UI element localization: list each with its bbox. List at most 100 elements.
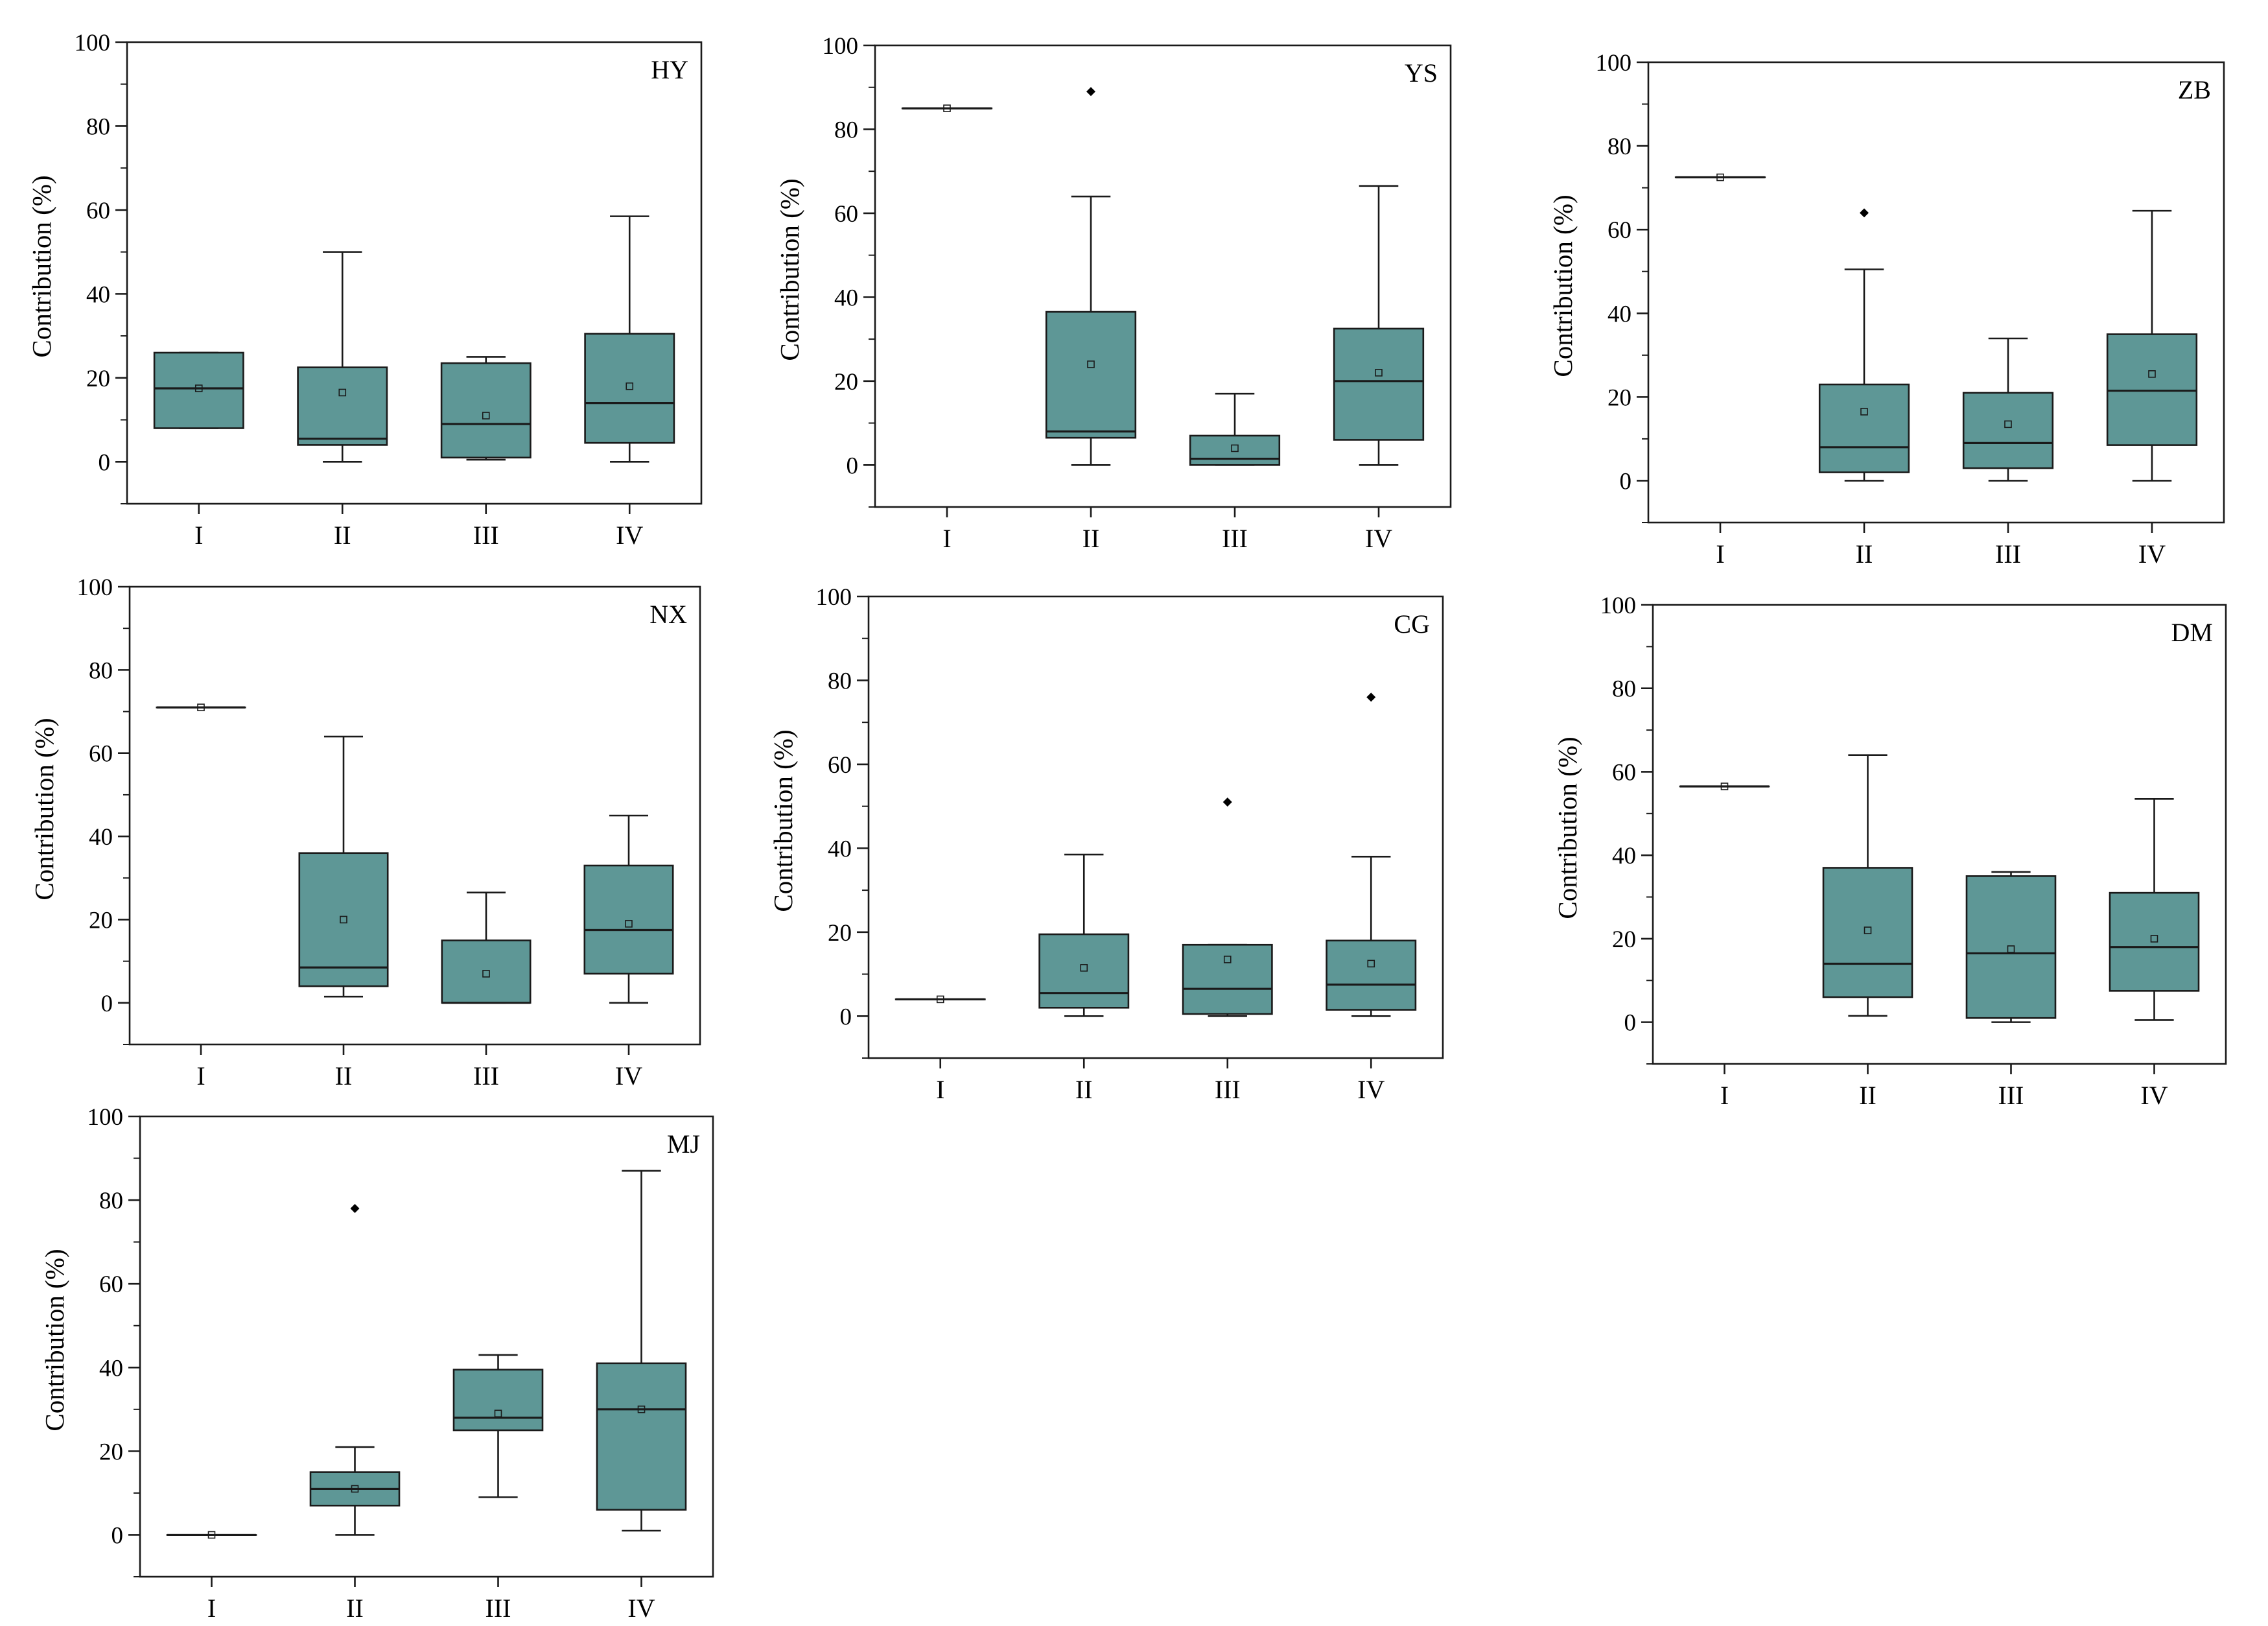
box-iii xyxy=(441,891,532,1004)
plot-frame xyxy=(139,1115,714,1578)
x-tick-label: II xyxy=(335,1061,353,1090)
y-tick-label: 80 xyxy=(1612,676,1636,703)
y-axis-label: Contribution (%) xyxy=(27,175,56,357)
y-tick-label: 60 xyxy=(1607,217,1631,244)
box-i xyxy=(1674,173,1766,182)
x-tick-label: I xyxy=(942,524,951,553)
panel-title: HY xyxy=(651,55,688,84)
y-tick-label: 80 xyxy=(834,117,858,143)
y-tick-label: 100 xyxy=(77,574,113,601)
iqr-box xyxy=(1326,939,1417,1011)
box-iv xyxy=(2106,209,2198,482)
box-iii xyxy=(1189,392,1281,466)
x-tick-label: II xyxy=(346,1594,364,1623)
box-iii xyxy=(1962,337,2054,482)
iqr-box xyxy=(441,939,532,1004)
y-tick-label: 80 xyxy=(828,668,852,694)
x-tick-label: I xyxy=(936,1075,944,1104)
iqr-box xyxy=(298,852,389,987)
panel-title: MJ xyxy=(667,1129,700,1159)
mean-marker xyxy=(1080,964,1088,972)
box-i xyxy=(901,104,993,112)
y-tick-label: 100 xyxy=(816,584,852,611)
panel-title: DM xyxy=(2171,618,2213,647)
y-tick-label: 80 xyxy=(99,1188,123,1214)
iqr-box xyxy=(1333,327,1425,441)
plot-frame xyxy=(126,41,703,505)
x-tick-label: IV xyxy=(1365,524,1392,553)
mean-marker xyxy=(351,1485,359,1493)
box-iii xyxy=(452,1354,544,1498)
panel-title: NX xyxy=(649,600,687,629)
x-tick-label: III xyxy=(473,521,499,550)
iqr-box xyxy=(153,351,244,429)
mean-marker xyxy=(1087,360,1095,368)
box-ii xyxy=(1038,853,1130,1017)
mean-marker xyxy=(625,920,633,928)
plot-frame xyxy=(874,44,1452,508)
mean-marker xyxy=(936,995,944,1004)
y-tick-label: 20 xyxy=(1612,926,1636,953)
iqr-box xyxy=(440,362,532,459)
mean-marker xyxy=(625,382,634,390)
y-tick-label: 100 xyxy=(1596,50,1632,77)
y-tick-label: 0 xyxy=(847,453,859,479)
y-tick-label: 60 xyxy=(1612,759,1636,786)
y-tick-label: 20 xyxy=(828,920,852,947)
y-tick-label: 80 xyxy=(86,113,110,140)
y-tick-label: 100 xyxy=(88,1104,124,1131)
mean-marker xyxy=(338,388,347,397)
box-ii xyxy=(309,1204,401,1536)
y-tick-label: 0 xyxy=(1620,468,1632,495)
box-iii xyxy=(1965,871,2057,1023)
x-tick-label: III xyxy=(1215,1075,1241,1104)
box-iv xyxy=(2109,797,2200,1021)
mean-marker xyxy=(2004,420,2012,429)
iqr-box xyxy=(1965,875,2057,1019)
iqr-box xyxy=(1962,392,2054,469)
mean-marker xyxy=(197,703,205,711)
panel-title: ZB xyxy=(2178,75,2211,104)
y-axis-label: Contribution (%) xyxy=(768,729,798,912)
iqr-box xyxy=(584,333,675,444)
y-tick-label: 40 xyxy=(834,285,858,311)
x-tick-label: II xyxy=(334,521,351,550)
x-tick-label: I xyxy=(196,1061,205,1090)
y-axis-label: Contribution (%) xyxy=(1548,194,1578,377)
y-tick-label: 20 xyxy=(1607,384,1631,411)
x-tick-label: II xyxy=(1082,524,1100,553)
plot-frame xyxy=(867,595,1444,1059)
y-tick-label: 60 xyxy=(834,201,858,228)
iqr-box xyxy=(1822,867,1913,998)
box-iv xyxy=(1326,692,1417,1017)
plot-frame xyxy=(1652,604,2227,1065)
y-tick-label: 60 xyxy=(89,741,113,768)
y-tick-label: 100 xyxy=(1600,593,1637,619)
y-tick-label: 0 xyxy=(840,1004,852,1030)
x-tick-label: III xyxy=(485,1594,511,1623)
iqr-box xyxy=(1182,943,1273,1015)
x-tick-label: IV xyxy=(2140,1081,2168,1110)
outlier-point xyxy=(350,1204,360,1213)
y-tick-label: 40 xyxy=(828,836,852,862)
panel-title: YS xyxy=(1405,58,1438,88)
y-axis-label: Contribution (%) xyxy=(40,1249,69,1431)
y-tick-label: 40 xyxy=(89,824,113,851)
mean-marker xyxy=(207,1531,216,1539)
mean-marker xyxy=(1231,444,1239,453)
outlier-point xyxy=(1860,208,1869,218)
plot-frame xyxy=(128,585,701,1046)
y-tick-label: 20 xyxy=(834,369,858,395)
outlier-point xyxy=(1222,797,1232,807)
iqr-box xyxy=(1189,434,1281,466)
iqr-box xyxy=(583,864,674,975)
x-tick-label: IV xyxy=(2138,539,2166,569)
mean-marker xyxy=(1864,926,1872,934)
x-tick-label: I xyxy=(1716,539,1724,569)
box-i xyxy=(1679,783,1770,790)
